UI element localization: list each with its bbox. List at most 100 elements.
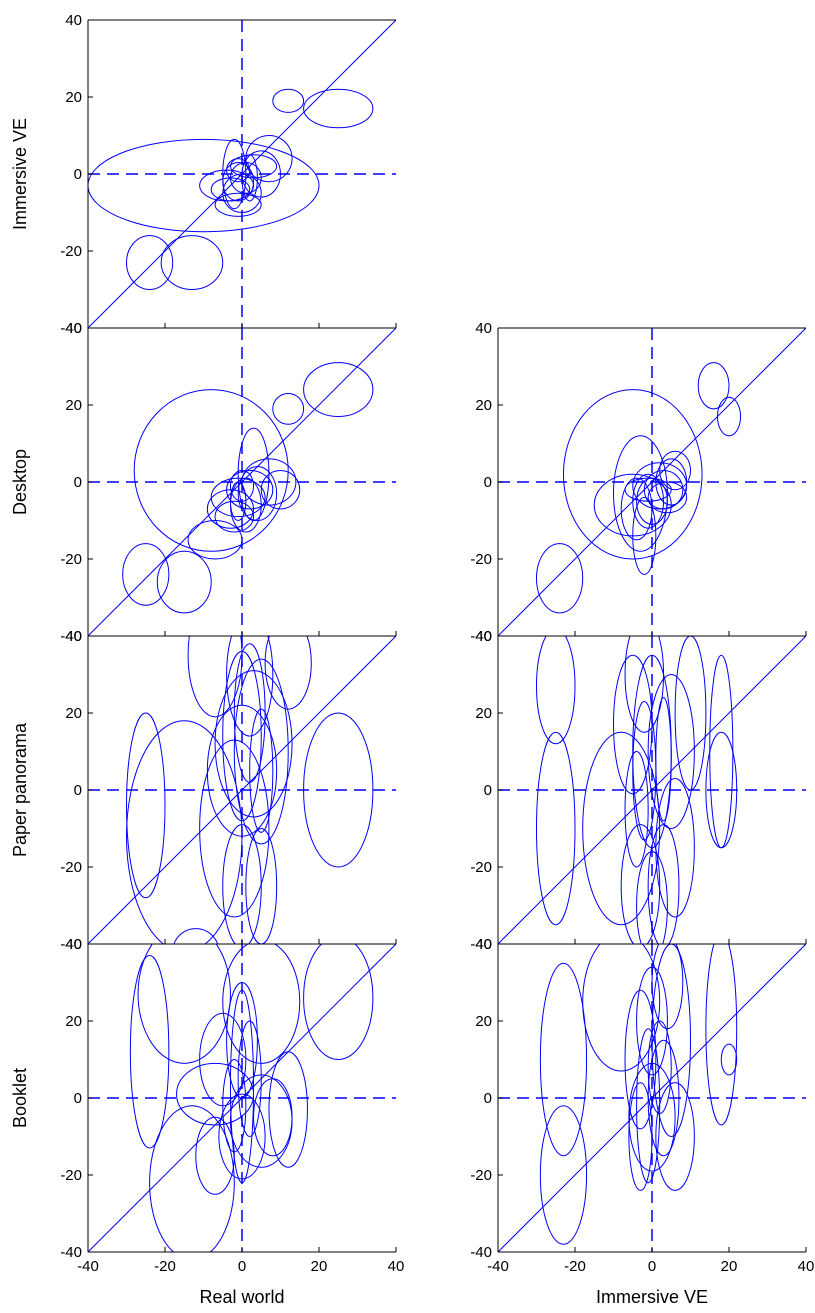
confidence-ellipse xyxy=(260,469,301,510)
y-tick-label: 40 xyxy=(475,320,492,337)
confidence-ellipse xyxy=(536,543,584,614)
y-tick-label: 20 xyxy=(65,89,82,106)
x-tick-label: 40 xyxy=(798,1258,815,1275)
y-tick-label: 20 xyxy=(475,705,492,722)
panel-1-0: -40 -20 0 20 40 xyxy=(60,320,397,645)
confidence-ellipse xyxy=(122,543,170,606)
confidence-ellipse xyxy=(709,654,734,849)
confidence-ellipse xyxy=(226,636,274,737)
panel-plot-area xyxy=(498,944,806,1252)
confidence-ellipse xyxy=(674,636,707,791)
y-tick-label: -40 xyxy=(60,1244,82,1261)
confidence-ellipse xyxy=(536,636,576,745)
y-tick-label: 20 xyxy=(65,705,82,722)
confidence-ellipse xyxy=(88,138,320,233)
y-tick-label: -40 xyxy=(470,1244,492,1261)
confidence-ellipse xyxy=(229,989,255,1184)
confidence-ellipse xyxy=(214,670,293,818)
confidence-ellipse xyxy=(643,469,684,510)
panel-2-0: -40 -20 0 20 40 xyxy=(60,628,397,953)
panel-0-0: -40 -20 0 20 40 xyxy=(60,12,397,337)
confidence-ellipse xyxy=(222,944,301,1064)
confidence-ellipse xyxy=(137,944,231,1064)
confidence-ellipse xyxy=(716,396,742,437)
x-tick-label: -40 xyxy=(77,1258,99,1275)
confidence-ellipse xyxy=(655,777,695,918)
confidence-ellipse xyxy=(237,466,278,521)
y-tick-label: -20 xyxy=(470,1167,492,1184)
panel-plot-area xyxy=(498,636,806,944)
confidence-ellipse xyxy=(624,751,649,868)
confidence-ellipse xyxy=(562,389,703,560)
y-tick-label: 40 xyxy=(65,936,82,953)
confidence-ellipse xyxy=(647,674,695,829)
y-axis-label: Desktop xyxy=(10,449,30,515)
confidence-ellipse xyxy=(628,1082,653,1191)
y-tick-label: -40 xyxy=(60,628,82,645)
identity-diagonal-line xyxy=(498,944,806,1252)
confidence-ellipse xyxy=(651,944,691,1137)
confidence-ellipse xyxy=(245,828,278,944)
panel-1-1: -40 -20 0 20 40 xyxy=(470,320,807,645)
panel-plot-area xyxy=(88,328,396,636)
panel-plot-area xyxy=(88,944,396,1252)
panels-layer: -40-2002040-40-2002040-40-2002040-40-200… xyxy=(60,12,814,1275)
confidence-ellipse xyxy=(187,636,243,718)
confidence-ellipse xyxy=(659,450,691,491)
confidence-ellipse xyxy=(651,944,684,1030)
panel-plot-area xyxy=(88,20,396,328)
confidence-ellipse xyxy=(697,362,730,410)
confidence-ellipse xyxy=(636,851,668,944)
y-tick-label: 40 xyxy=(65,628,82,645)
y-tick-label: 0 xyxy=(74,1090,82,1107)
confidence-ellipse xyxy=(620,824,661,944)
confidence-ellipse xyxy=(222,650,262,822)
y-tick-label: 40 xyxy=(475,628,492,645)
confidence-ellipse xyxy=(218,1093,266,1180)
confidence-ellipse xyxy=(539,1105,588,1245)
y-axis-label: Booklet xyxy=(10,1068,30,1128)
confidence-ellipse xyxy=(199,739,270,918)
confidence-ellipse xyxy=(272,88,305,113)
y-tick-label: 0 xyxy=(74,782,82,799)
confidence-ellipse xyxy=(222,1059,247,1153)
confidence-ellipse xyxy=(233,658,289,845)
confidence-ellipse xyxy=(647,824,680,944)
confidence-ellipse xyxy=(303,712,374,868)
y-tick-label: 20 xyxy=(475,1013,492,1030)
confidence-ellipse xyxy=(129,955,170,1149)
confidence-ellipse xyxy=(303,362,374,418)
y-tick-label: -20 xyxy=(60,243,82,260)
y-tick-label: 0 xyxy=(74,474,82,491)
y-axis-label: Paper panorama xyxy=(10,722,30,857)
confidence-ellipse xyxy=(214,500,255,533)
x-tick-label: 20 xyxy=(721,1258,738,1275)
confidence-ellipse xyxy=(705,944,738,1126)
identity-diagonal-line xyxy=(498,328,806,636)
confidence-ellipse xyxy=(229,477,262,533)
y-tick-label: 0 xyxy=(74,166,82,183)
confidence-ellipse xyxy=(632,496,657,575)
x-axis-label: Real world xyxy=(199,1287,284,1307)
y-tick-label: 0 xyxy=(484,782,492,799)
confidence-ellipse xyxy=(705,731,738,849)
x-tick-label: 40 xyxy=(388,1258,405,1275)
confidence-ellipse xyxy=(133,389,289,552)
panel-2-1: -40 -20 0 20 40 xyxy=(470,628,807,953)
confidence-ellipse xyxy=(253,1078,293,1157)
confidence-ellipse xyxy=(536,731,576,926)
confidence-ellipse xyxy=(720,1043,738,1076)
confidence-ellipse xyxy=(655,697,672,822)
y-tick-label: 0 xyxy=(484,474,492,491)
confidence-ellipse xyxy=(613,654,653,795)
confidence-ellipse xyxy=(210,177,251,202)
confidence-ellipse xyxy=(156,550,212,614)
x-tick-label: 20 xyxy=(311,1258,328,1275)
confidence-ellipse xyxy=(624,477,672,502)
y-tick-label: -40 xyxy=(60,320,82,337)
confidence-ellipse xyxy=(176,1062,255,1126)
y-tick-label: 20 xyxy=(475,397,492,414)
